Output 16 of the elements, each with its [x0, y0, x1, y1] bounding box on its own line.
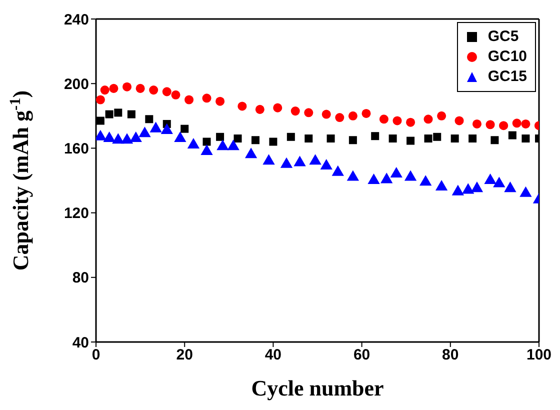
y-tick-label: 120	[64, 205, 89, 222]
x-tick-label: 40	[264, 346, 282, 364]
x-axis-title: Cycle number	[251, 376, 384, 401]
legend-label: GC15	[488, 67, 527, 87]
x-tick-label: 0	[92, 346, 100, 364]
y-tick-label: 240	[64, 11, 89, 28]
legend-label: GC10	[488, 47, 527, 67]
x-tick-label: 20	[176, 346, 193, 364]
y-tick-label: 80	[72, 270, 89, 287]
y-tick-label: 200	[64, 76, 89, 93]
x-tick-label: 80	[442, 346, 459, 364]
y-tick-label: 160	[64, 140, 89, 158]
legend-label: GC5	[488, 27, 519, 47]
x-tick-label: 100	[526, 346, 552, 364]
x-tick-label: 60	[353, 346, 370, 364]
y-tick-label: 40	[72, 334, 89, 352]
